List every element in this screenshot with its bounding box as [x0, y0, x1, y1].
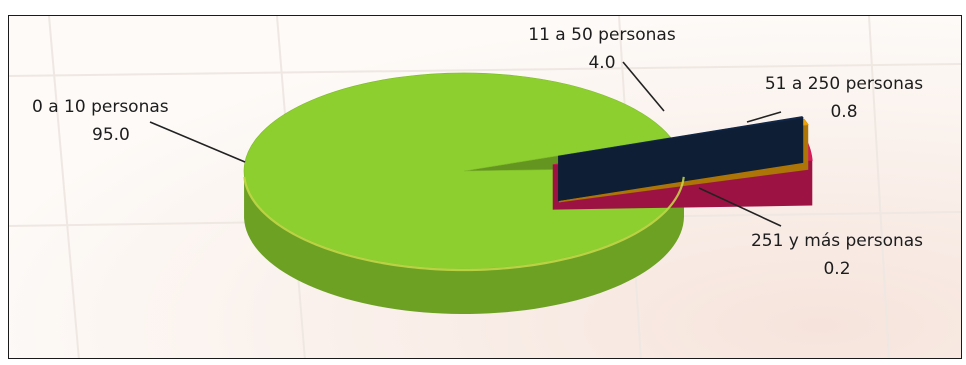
slice-name-label: 0 a 10 personas — [32, 97, 169, 117]
grid-line — [48, 16, 80, 358]
rim-highlight — [243, 176, 685, 272]
pie-layer — [243, 72, 813, 314]
slice-name-label: 251 y más personas — [751, 231, 923, 251]
slice-rim — [244, 171, 684, 314]
leader-line — [622, 61, 665, 112]
grid-line — [9, 63, 961, 77]
grid-line — [868, 16, 890, 358]
slice-name-label: 11 a 50 personas — [528, 25, 676, 45]
slice-value-label: 4.0 — [588, 53, 615, 73]
label-layer: 0 a 10 personas 95.0 11 a 50 personas 4.0 51… — [32, 25, 923, 279]
chart-frame: 0 a 10 personas 95.0 11 a 50 personas 4.0 51… — [8, 15, 962, 359]
slice-value-label: 0.8 — [830, 102, 857, 122]
leader-line — [746, 111, 782, 123]
slice-top — [558, 116, 804, 157]
slice-label-51-a-250-personas: 51 a 250 personas 0.8 — [746, 74, 923, 123]
slice-label-0-a-10-personas: 0 a 10 personas 95.0 — [32, 97, 246, 163]
slice-name-label: 51 a 250 personas — [765, 74, 923, 94]
slice-label-11-a-50-personas: 11 a 50 personas 4.0 — [528, 25, 676, 112]
pie-slice-251-y-mas-personas — [558, 116, 804, 202]
leader-line — [698, 187, 782, 227]
slice-value-label: 95.0 — [92, 125, 130, 145]
pie-chart: 0 a 10 personas 95.0 11 a 50 personas 4.0 51… — [9, 16, 961, 358]
slice-wall — [558, 116, 803, 202]
leader-line — [149, 121, 246, 163]
top-strip — [0, 0, 966, 15]
slice-value-label: 0.2 — [823, 259, 850, 279]
slice-label-251-y-mas-personas: 251 y más personas 0.2 — [698, 187, 923, 279]
